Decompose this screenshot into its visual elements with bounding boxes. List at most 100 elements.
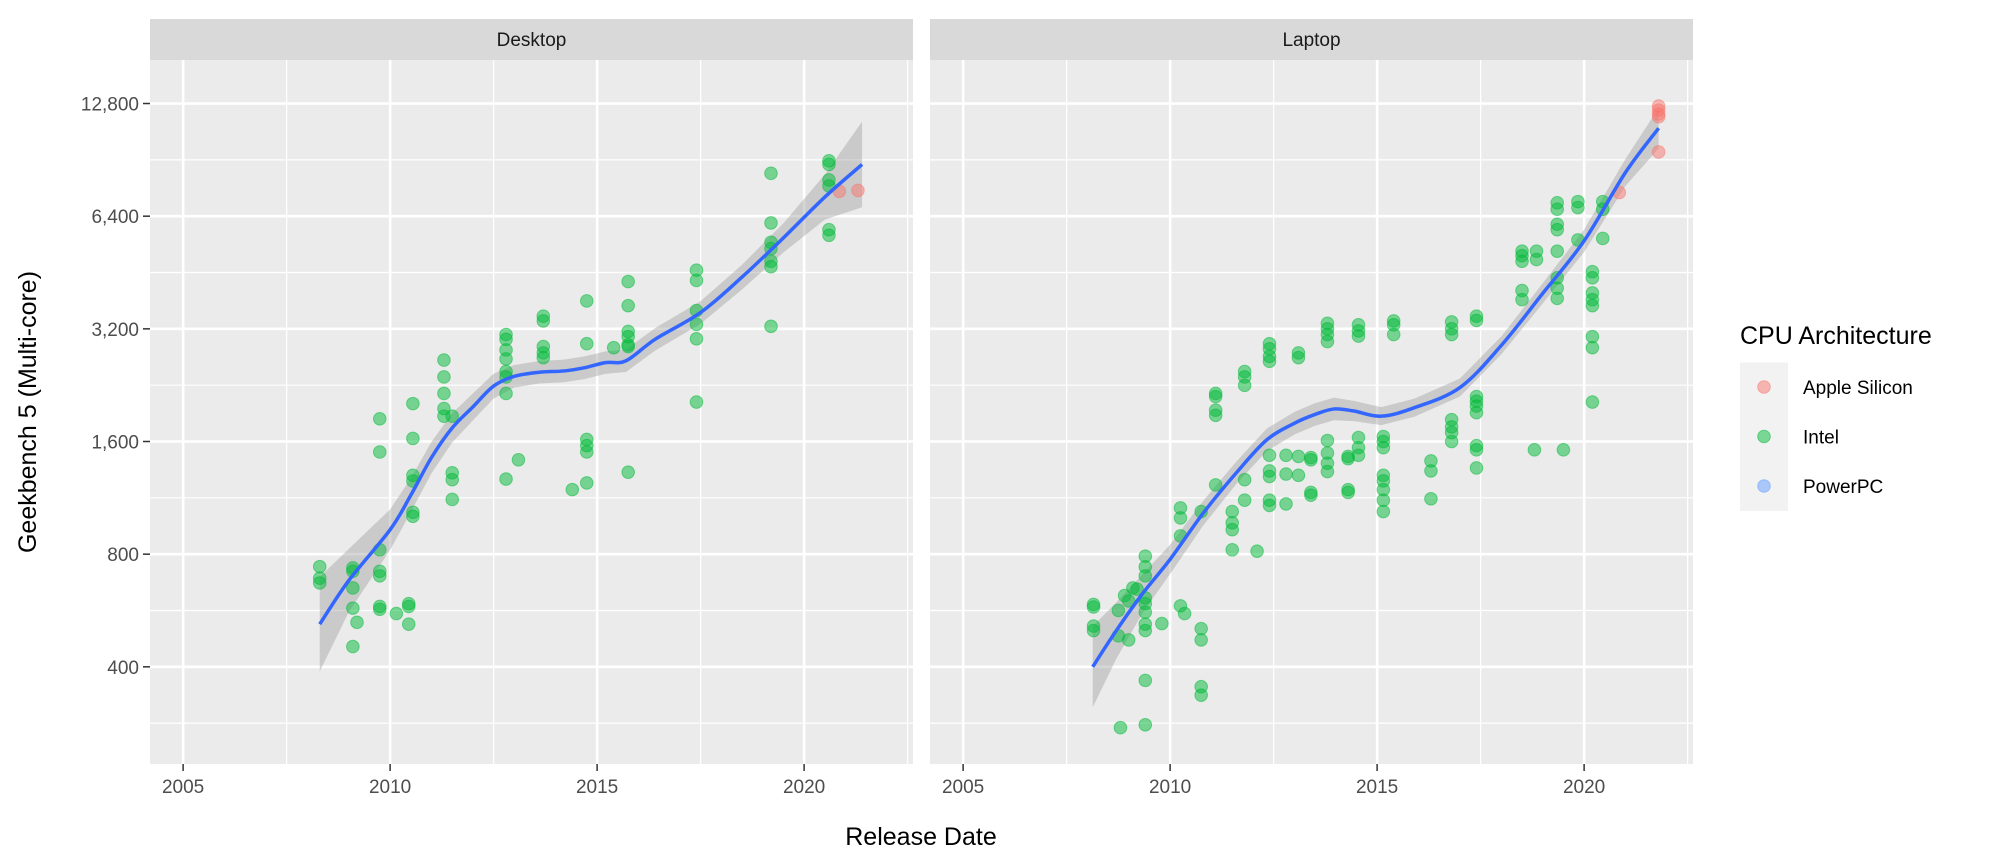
data-point <box>1177 606 1192 621</box>
data-point <box>445 472 460 487</box>
facet-panels: Desktop 2005 2010 2015 2020 400 800 1,600 3,200 6… <box>81 19 1693 798</box>
data-point <box>764 319 778 334</box>
data-point <box>445 492 460 507</box>
smooth-trend-line <box>1091 127 1661 668</box>
data-point <box>1515 254 1529 269</box>
data-point <box>401 617 416 631</box>
data-point <box>621 298 635 313</box>
data-point <box>689 331 704 346</box>
data-point <box>1651 145 1666 159</box>
data-point <box>1250 544 1264 558</box>
data-point <box>499 386 513 401</box>
data-point <box>312 576 327 590</box>
data-point <box>621 274 635 289</box>
data-point <box>437 353 451 367</box>
data-point <box>1376 504 1391 519</box>
data-point <box>1138 718 1153 732</box>
data-point <box>1086 623 1101 638</box>
data-point <box>822 228 836 243</box>
data-point <box>1585 271 1600 285</box>
data-point <box>346 601 360 615</box>
data-point <box>1304 488 1318 502</box>
legend-key-point-icon <box>1757 479 1771 493</box>
data-point <box>1111 603 1126 618</box>
y-tick-label: 6,400 <box>91 207 139 228</box>
data-point <box>689 273 704 288</box>
data-point <box>1291 468 1306 483</box>
data-point <box>689 395 704 409</box>
data-point <box>312 559 327 574</box>
data-point <box>1113 720 1128 735</box>
data-point <box>1651 109 1666 124</box>
data-point <box>1138 673 1153 688</box>
data-point <box>1469 461 1484 475</box>
data-point <box>1279 448 1293 463</box>
data-point <box>389 606 404 621</box>
data-point <box>406 396 420 411</box>
data-point <box>1595 231 1610 246</box>
data-point <box>1424 464 1438 478</box>
smooth-trend-line <box>318 163 864 626</box>
data-point <box>822 157 836 172</box>
data-point <box>1138 569 1153 583</box>
data-point <box>1556 443 1571 457</box>
data-point <box>1320 334 1335 349</box>
data-point <box>764 259 778 274</box>
data-point <box>1262 448 1277 463</box>
data-point <box>764 166 778 181</box>
data-point <box>606 340 621 355</box>
facet-strip-label: Desktop <box>497 30 567 51</box>
data-point <box>1424 491 1438 506</box>
data-point <box>1155 616 1169 631</box>
x-tick-label: 2005 <box>942 777 984 798</box>
legend-title: CPU Architecture <box>1740 322 1932 350</box>
data-point <box>1550 222 1565 237</box>
data-point <box>511 452 526 467</box>
data-point <box>1291 449 1306 464</box>
data-point <box>499 352 513 366</box>
data-point <box>1444 434 1459 449</box>
data-point <box>1291 350 1306 365</box>
data-point <box>1320 464 1335 479</box>
data-point <box>1515 292 1529 307</box>
data-point <box>536 314 551 328</box>
data-point <box>1341 485 1355 500</box>
data-point <box>1550 244 1565 258</box>
data-point <box>621 465 635 479</box>
data-point <box>1237 493 1252 508</box>
smooth-confidence-band <box>1092 107 1659 708</box>
legend: CPU Architecture Apple Silicon Intel Power… <box>1740 322 1932 511</box>
data-point <box>1585 340 1600 355</box>
data-point <box>1527 443 1542 457</box>
legend-item-intel: Intel <box>1740 412 1839 462</box>
data-point <box>372 602 387 617</box>
data-point <box>1376 440 1391 455</box>
facet-strip <box>150 19 913 60</box>
panel-background <box>930 60 1693 764</box>
data-point <box>1469 313 1484 328</box>
data-point <box>1225 522 1240 537</box>
y-tick-label: 800 <box>107 545 139 566</box>
data-point <box>1237 378 1252 393</box>
data-point <box>579 445 594 459</box>
data-point <box>579 476 594 490</box>
data-point <box>689 317 704 332</box>
data-point <box>1225 504 1240 519</box>
data-point <box>406 431 420 446</box>
data-point <box>1376 493 1391 508</box>
legend-label: Apple Silicon <box>1803 378 1913 399</box>
data-point <box>1225 542 1240 557</box>
x-tick-label: 2010 <box>1149 777 1191 798</box>
data-point <box>1351 448 1366 463</box>
data-point <box>1351 329 1366 343</box>
series-apple-silicon <box>1612 99 1666 200</box>
data-point <box>1304 452 1318 467</box>
data-point <box>1173 511 1188 525</box>
legend-key-point-icon <box>1757 429 1771 444</box>
data-point <box>437 386 451 401</box>
data-point <box>1444 327 1459 342</box>
data-point <box>1529 252 1544 267</box>
data-point <box>1571 200 1585 215</box>
x-axis-title: Release Date <box>845 823 996 851</box>
